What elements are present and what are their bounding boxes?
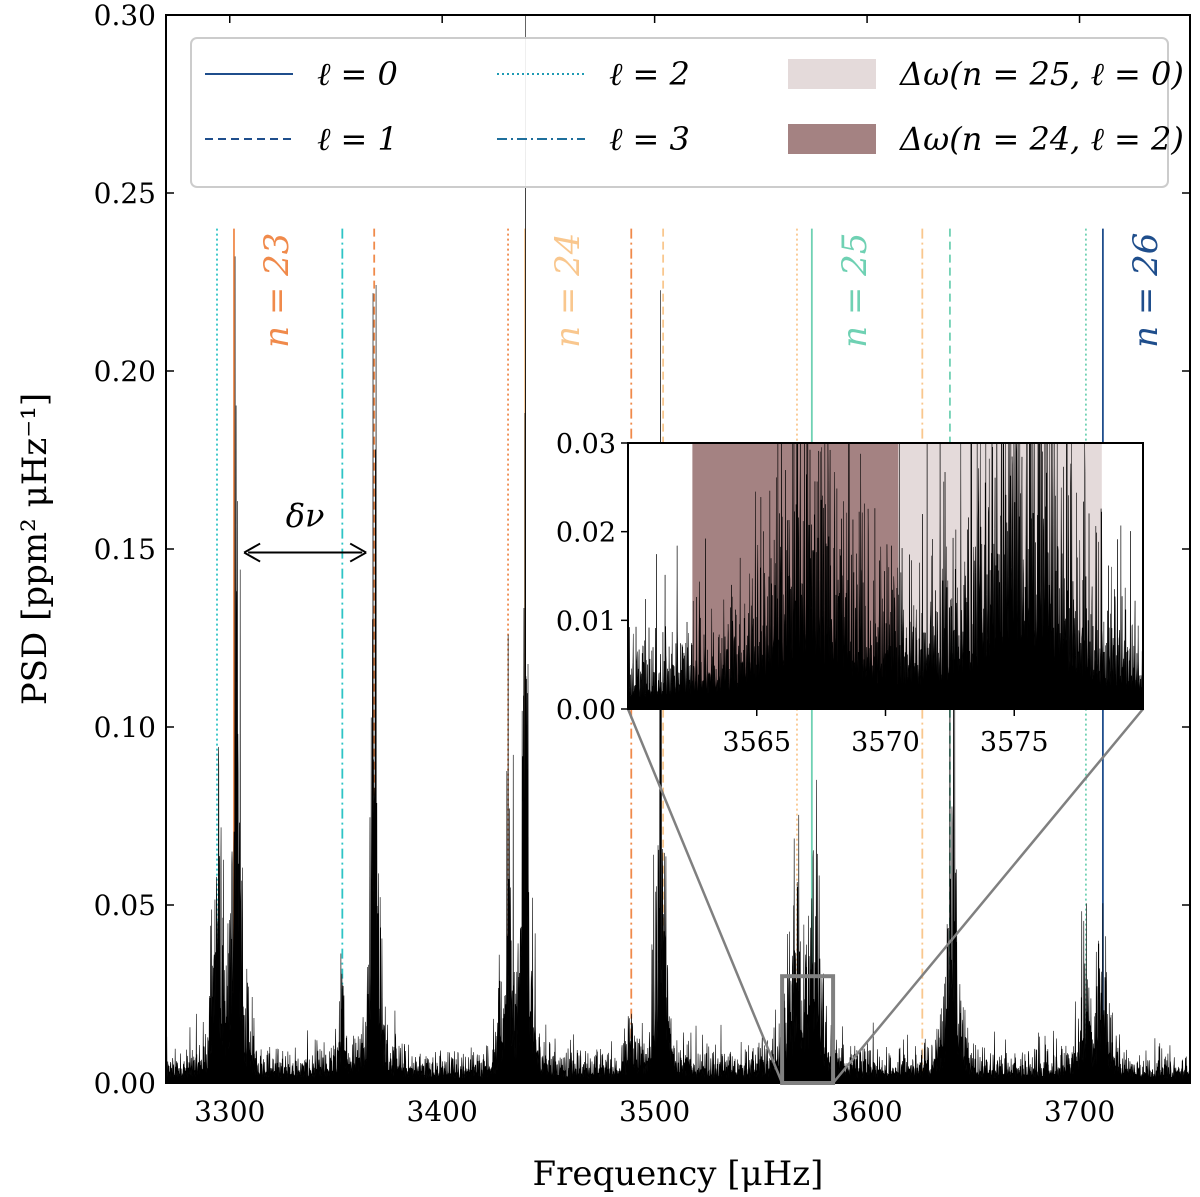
y-axis-label: PSD [ppm² μHz⁻¹]	[15, 393, 55, 705]
x-tick-label: 3400	[407, 1095, 478, 1128]
order-labels: n = 23 n = 24 n = 25 n = 26	[257, 233, 1166, 348]
x-axis-label: Frequency [μHz]	[533, 1154, 824, 1194]
psd-curve	[165, 14, 1191, 1084]
x-tick-label: 3500	[619, 1095, 690, 1128]
y-tick-label: 0.30	[94, 0, 156, 32]
psd-spectrum	[165, 14, 1191, 1084]
inset-psd-curve	[627, 442, 1144, 710]
order-label: n = 24	[548, 233, 588, 348]
y-tick-label: 0.25	[94, 177, 156, 210]
main-plot: n = 23 n = 24 n = 25 n = 26 3300 3400 3500 360…	[94, 0, 1191, 1128]
y-tick-label: 0.15	[94, 533, 156, 566]
inset-y-tick-label: 0.02	[556, 518, 616, 549]
x-tick-label: 3300	[194, 1095, 265, 1128]
legend-label: ℓ = 2	[609, 55, 690, 93]
legend-label: Δω(n = 24, ℓ = 2)	[898, 120, 1184, 158]
legend-label: ℓ = 0	[317, 55, 398, 93]
legend-label: ℓ = 3	[609, 120, 690, 158]
delta-nu-arrowhead-right	[349, 542, 367, 563]
order-label: n = 26	[1126, 233, 1166, 348]
inset-x-tick-label: 3575	[980, 727, 1049, 758]
legend-swatch	[788, 124, 876, 154]
order-label: n = 25	[835, 233, 875, 348]
zoom-connector	[832, 708, 1144, 1084]
y-tick-label: 0.05	[94, 889, 156, 922]
zoom-connector	[626, 708, 784, 1084]
legend-box	[190, 37, 1169, 188]
inset-x-tick-label: 3570	[851, 727, 920, 758]
delta-nu-annotation: δν	[243, 497, 367, 563]
x-tick-label: 3600	[831, 1095, 902, 1128]
inset-axis-ticks: 3565 3570 3575 0.00 0.01 0.02 0.03	[556, 429, 1049, 758]
legend: ℓ = 0 ℓ = 1 ℓ = 2 ℓ = 3 Δω(n = 25, ℓ = 0) Δω(…	[190, 37, 1184, 188]
y-tick-label: 0.20	[94, 355, 156, 388]
zoom-box	[780, 974, 836, 1086]
inset-psd-spectrum	[627, 442, 1144, 710]
legend-label: ℓ = 1	[317, 120, 398, 158]
order-label: n = 23	[257, 233, 297, 348]
legend-label: Δω(n = 25, ℓ = 0)	[898, 55, 1184, 93]
delta-nu-arrowhead-left	[243, 542, 261, 563]
inset-axes-frame	[627, 442, 1144, 710]
inset-x-tick-label: 3565	[722, 727, 791, 758]
main-axis-ticks: 3300 3400 3500 3600 3700 0.00 0.05 0.10 0.15 0.20…	[94, 0, 1190, 1128]
legend-swatch	[788, 59, 876, 89]
main-axes-frame	[165, 14, 1191, 1084]
inset-y-tick-label: 0.03	[556, 429, 616, 460]
zoom-indicator	[626, 708, 1144, 1086]
delta-nu-label: δν	[286, 497, 325, 535]
inset-y-tick-label: 0.00	[556, 695, 616, 726]
y-tick-label: 0.00	[94, 1067, 156, 1100]
inset-y-tick-label: 0.01	[556, 606, 616, 637]
x-tick-label: 3700	[1044, 1095, 1115, 1128]
inset-plot: 3565 3570 3575 0.00 0.01 0.02 0.03	[556, 429, 1144, 758]
y-tick-label: 0.10	[94, 711, 156, 744]
